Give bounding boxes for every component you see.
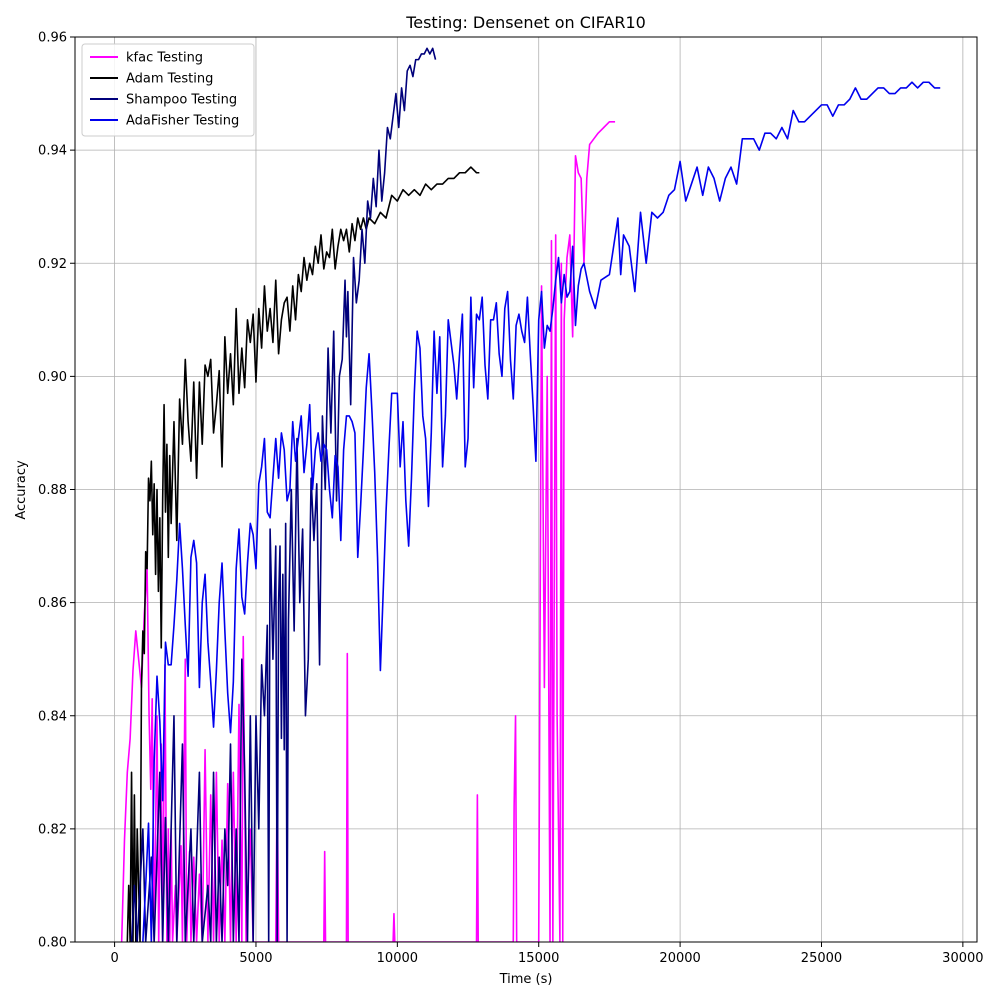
series-layer	[120, 47, 941, 942]
legend-entry: kfac Testing	[126, 51, 203, 66]
legend-entry: Shampoo Testing	[126, 93, 237, 108]
chart-title: Testing: Densenet on CIFAR10	[405, 13, 646, 32]
x-tick-label: 5000	[239, 951, 272, 966]
y-tick-label: 0.94	[38, 144, 67, 159]
series-line-adafisher-testing	[142, 81, 941, 942]
y-tick-label: 0.96	[38, 31, 67, 46]
x-tick-label: 15000	[518, 951, 559, 966]
x-axis-label: Time (s)	[499, 972, 553, 987]
x-tick-label: 20000	[659, 951, 700, 966]
legend-entry: Adam Testing	[126, 72, 213, 87]
legend: kfac Testing Adam Testing Shampoo Testing A…	[81, 43, 255, 137]
y-tick-label: 0.88	[38, 483, 67, 498]
x-tick-label: 30000	[942, 951, 983, 966]
x-tick-label: 25000	[801, 951, 842, 966]
y-axis-label: Accuracy	[14, 460, 29, 520]
series-line-adam-testing	[126, 166, 480, 942]
y-tick-label: 0.86	[38, 596, 67, 611]
y-tick-label: 0.84	[38, 709, 67, 724]
y-axis: 0.80 0.82 0.84 0.86 0.88 0.90 0.92 0.94 0.96	[38, 31, 75, 951]
legend-box	[81, 43, 255, 137]
series-line-kfac-testing	[120, 121, 616, 942]
y-tick-label: 0.92	[38, 257, 67, 272]
y-tick-label: 0.90	[38, 370, 67, 385]
y-tick-label: 0.80	[38, 936, 67, 951]
series-line-shampoo-testing	[130, 47, 437, 942]
x-tick-label: 10000	[377, 951, 418, 966]
x-axis: 0 5000 10000 15000 20000 25000 30000	[110, 942, 984, 966]
x-tick-label: 0	[110, 951, 118, 966]
legend-entry: AdaFisher Testing	[126, 114, 239, 129]
y-tick-label: 0.82	[38, 822, 67, 837]
